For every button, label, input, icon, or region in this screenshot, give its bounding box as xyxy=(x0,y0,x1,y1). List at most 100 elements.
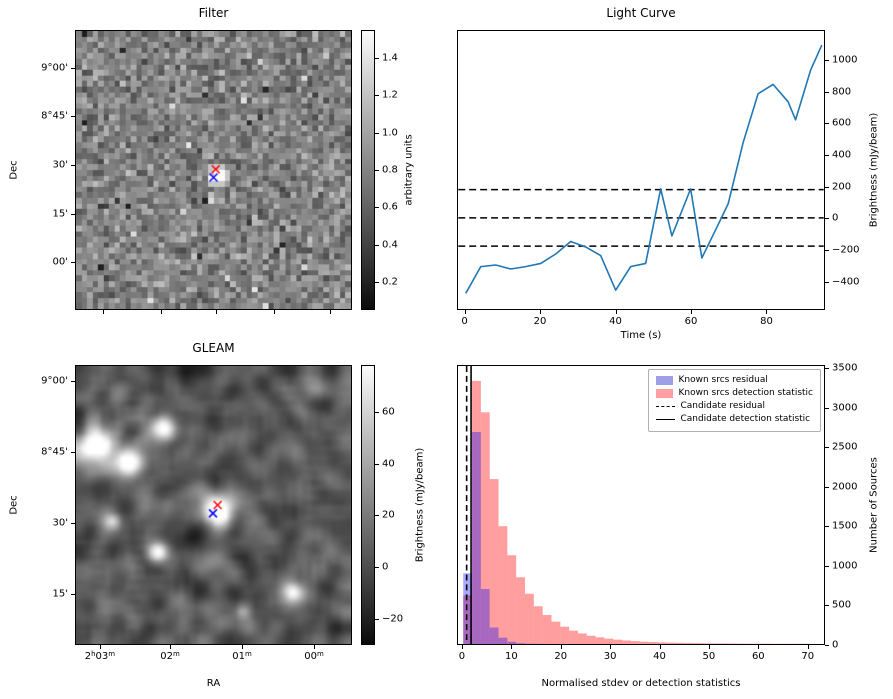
hist-bar xyxy=(701,643,711,644)
light-curve-xlabel: Time (s) xyxy=(620,330,662,341)
hist-bar xyxy=(683,642,693,644)
tick-mark xyxy=(825,645,829,646)
tick-mark xyxy=(71,452,75,454)
tick-mark xyxy=(807,645,809,649)
tick-mark xyxy=(825,447,829,449)
hist-bar xyxy=(507,641,517,644)
tick-mark xyxy=(825,407,829,409)
tick-label: 2500 xyxy=(832,441,858,453)
tick-mark xyxy=(615,310,617,314)
tick-label: 01m xyxy=(232,650,252,662)
tick-mark xyxy=(71,164,75,166)
tick-mark xyxy=(99,645,101,649)
tick-mark xyxy=(71,115,75,117)
tick-mark xyxy=(825,565,829,567)
hist-bar xyxy=(480,412,490,644)
tick-mark xyxy=(314,645,316,649)
tick-label: 1.0 xyxy=(382,127,398,139)
tick-mark xyxy=(691,310,692,314)
light-curve-axes xyxy=(457,30,825,310)
hist-bar xyxy=(719,643,729,644)
hist-bar xyxy=(498,637,508,644)
hist-bar xyxy=(692,643,702,644)
tick-label: 40 xyxy=(609,316,622,327)
tick-mark xyxy=(766,310,768,314)
tick-label: 3000 xyxy=(832,402,858,414)
tick-label: 0 xyxy=(458,651,466,662)
gleam-ylabel: Dec xyxy=(8,495,20,515)
light-curve-ylabel: Brightness (mJy/beam) xyxy=(868,112,880,228)
hist-bar xyxy=(507,555,517,644)
histogram-axes: Known srcs residual Known srcs detection … xyxy=(457,365,825,645)
hist-bar xyxy=(577,633,587,644)
tick-mark xyxy=(375,207,379,209)
legend-item: Candidate detection statistic xyxy=(656,413,813,425)
solid-line-swatch xyxy=(656,419,676,421)
hist-bar xyxy=(710,643,720,644)
tick-label: 500 xyxy=(832,599,852,611)
legend-label: Candidate detection statistic xyxy=(680,413,811,424)
hist-bar xyxy=(472,380,481,644)
tick-label: 20 xyxy=(382,509,395,521)
hist-bar xyxy=(489,479,499,644)
tick-label: 00m xyxy=(304,650,324,662)
tick-label: 0 xyxy=(382,561,389,573)
gleam-xlabel: RA xyxy=(206,678,221,689)
hist-bar xyxy=(516,577,526,644)
legend-label: Known srcs residual xyxy=(678,375,768,385)
tick-label: 30' xyxy=(52,159,68,171)
ra-tick-segment: 2 xyxy=(84,651,92,662)
tick-label: 0 xyxy=(461,316,468,327)
tick-mark xyxy=(71,380,75,382)
hist-bar xyxy=(560,626,570,644)
tick-label: 15' xyxy=(52,588,68,600)
ra-tick-segment: m xyxy=(108,650,116,658)
tick-label: 0.2 xyxy=(382,276,398,288)
filter-ylabel: Dec xyxy=(8,160,20,180)
tick-label: 80 xyxy=(760,316,773,327)
hist-bar xyxy=(630,641,640,644)
tick-mark xyxy=(375,132,379,134)
tick-label: 0.6 xyxy=(382,201,398,213)
hist-bar xyxy=(675,642,684,644)
tick-mark xyxy=(170,645,171,649)
tick-mark xyxy=(825,526,829,528)
hist-bar xyxy=(551,621,561,644)
hist-bar xyxy=(498,526,508,644)
hist-bar xyxy=(489,627,499,644)
tick-label: 1500 xyxy=(832,520,858,532)
tick-mark xyxy=(461,645,463,649)
tick-mark xyxy=(216,310,218,314)
tick-label: 20 xyxy=(554,651,568,662)
tick-label: 60 xyxy=(684,316,698,327)
tick-mark xyxy=(375,244,379,246)
gleam-heatmap-image xyxy=(76,366,351,644)
histogram-xlabel: Normalised stdev or detection statistics xyxy=(541,678,741,689)
legend-label: Known srcs detection statistic xyxy=(678,387,813,398)
filter-heatmap-image xyxy=(76,31,351,309)
tick-label: 70 xyxy=(801,651,815,662)
tick-mark xyxy=(71,213,75,215)
ra-tick-segment: h xyxy=(91,650,96,658)
gleam-title: GLEAM xyxy=(192,341,235,355)
tick-label: 9°00' xyxy=(41,375,68,387)
tick-label: 60 xyxy=(751,651,765,662)
tick-mark xyxy=(659,645,661,649)
hist-bar xyxy=(595,637,605,644)
tick-mark xyxy=(825,154,829,156)
tick-mark xyxy=(375,170,379,171)
gleam-axes xyxy=(75,365,352,645)
legend-item: Known srcs detection statistic xyxy=(656,387,813,399)
hist-bar xyxy=(525,593,534,644)
tick-label: 0 xyxy=(832,639,839,651)
filter-colorbar-label: arbitrary units xyxy=(403,134,415,206)
tick-mark xyxy=(71,68,75,70)
tick-label: −200 xyxy=(832,244,860,256)
tick-label: 800 xyxy=(832,86,852,98)
tick-mark xyxy=(274,310,276,314)
tick-label: 400 xyxy=(832,149,852,161)
histogram-ylabel: Number of Sources xyxy=(868,457,880,553)
tick-mark xyxy=(375,619,379,621)
ra-tick-segment: 03 xyxy=(95,651,109,662)
tick-mark xyxy=(71,262,75,264)
